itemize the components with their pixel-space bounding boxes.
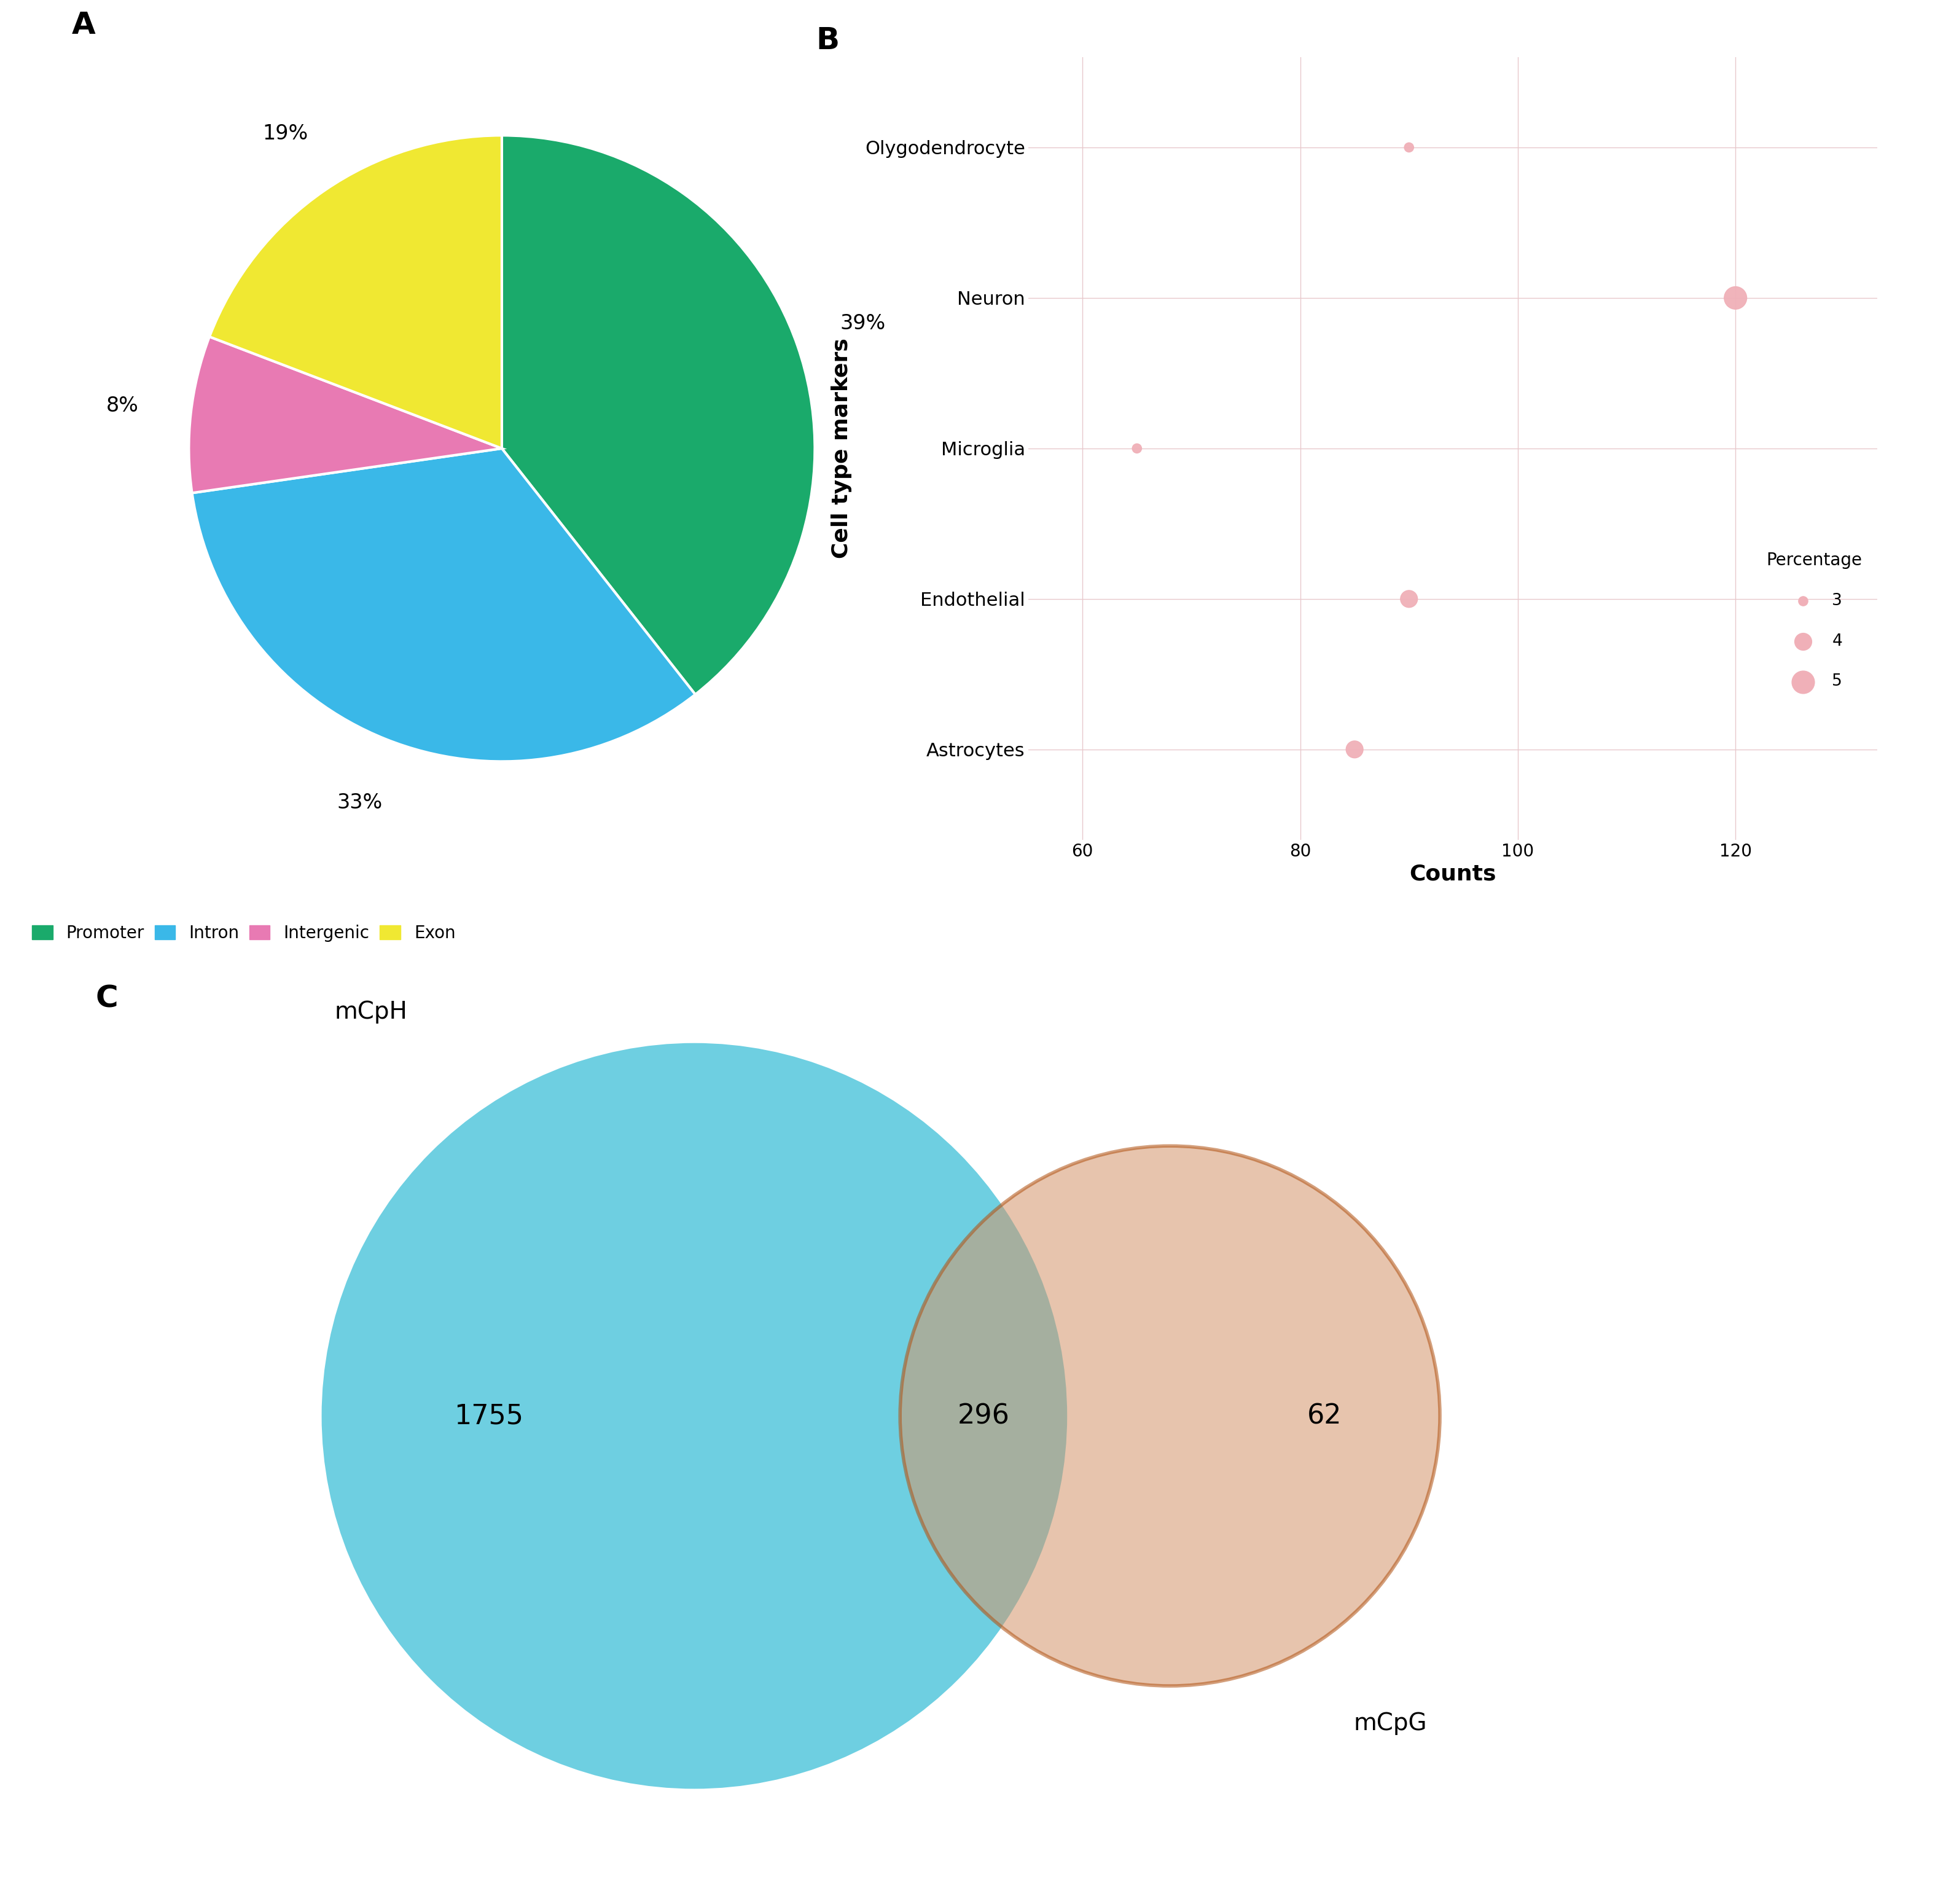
Wedge shape [501,135,815,695]
Text: 296: 296 [958,1403,1010,1430]
Wedge shape [190,337,501,493]
Point [1393,131,1424,162]
Point [1122,434,1153,465]
Text: A: A [72,10,95,40]
Text: 19%: 19% [263,124,308,145]
Wedge shape [209,135,501,449]
Text: B: B [817,27,840,55]
Circle shape [900,1146,1440,1685]
X-axis label: Counts: Counts [1409,863,1496,883]
Point [1339,735,1370,765]
Y-axis label: Cell type markers: Cell type markers [832,339,851,558]
Text: 39%: 39% [840,314,886,333]
Wedge shape [192,449,695,762]
Text: mCpG: mCpG [1354,1712,1428,1735]
Text: C: C [95,984,118,1013]
Circle shape [321,1043,1068,1788]
Legend: Promoter, Intron, Intergenic, Exon: Promoter, Intron, Intergenic, Exon [25,918,462,948]
Text: 33%: 33% [337,792,383,813]
Text: mCpH: mCpH [335,1000,408,1024]
Text: 1755: 1755 [455,1403,524,1430]
Text: 8%: 8% [106,396,139,417]
Point [1720,282,1751,312]
Text: 62: 62 [1306,1403,1341,1430]
Point [1393,585,1424,615]
Legend: 3, 4, 5: 3, 4, 5 [1761,545,1869,697]
